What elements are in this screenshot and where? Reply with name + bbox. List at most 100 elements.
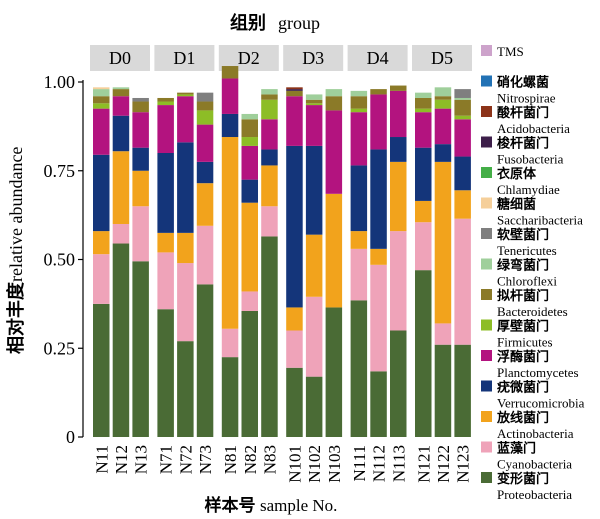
legend-label-cn-Fusobacteria: 梭杆菌门 — [497, 136, 549, 152]
legend-label-cn-Acidobacteria: 酸杆菌门 — [497, 105, 549, 121]
y-tick-label-0.75: 0.75 — [44, 161, 76, 181]
bar-segment-N81-1 — [221, 328, 239, 358]
bar-segment-N123-3 — [454, 156, 471, 191]
legend-label-en-TMS: TMS — [497, 44, 524, 59]
bar-segment-N71-3 — [157, 153, 174, 233]
bar-segment-N111-4 — [350, 112, 368, 166]
x-tick-label-N83: N83 — [260, 445, 279, 474]
x-tick-label-N123: N123 — [454, 445, 473, 483]
bar-segment-N113-4 — [390, 90, 407, 138]
bar-segment-N12-1 — [112, 224, 130, 244]
bar-segment-N102-0 — [305, 376, 323, 437]
facet-strip-D0 — [90, 45, 150, 71]
bar-segment-N123-4 — [454, 119, 471, 157]
bar-segment-N72-4 — [177, 96, 194, 143]
bar-segment-N113-6 — [390, 85, 407, 91]
bar-segment-N112-0 — [370, 371, 387, 437]
bar-segment-N81-3 — [221, 113, 239, 138]
bar-segment-N82-5 — [241, 137, 258, 146]
bar-segment-N121-3 — [415, 147, 432, 201]
legend-label-cn-Chlamydiae: 衣原体 — [497, 166, 537, 182]
legend-label-en-Actinobacteria: Actinobacteria — [497, 426, 574, 441]
bar-segment-N71-1 — [157, 252, 174, 310]
facet-label-D3: D3 — [302, 48, 324, 68]
bar-segment-N11-4 — [93, 108, 110, 155]
bar-segment-N102-7 — [305, 94, 323, 100]
bar-segment-N71-0 — [157, 309, 174, 437]
bar-segment-N123-1 — [454, 218, 471, 345]
bar-segment-N121-7 — [415, 92, 432, 98]
bar-segment-N73-5 — [196, 110, 214, 125]
bar-segment-N81-0 — [221, 357, 239, 438]
bar-segment-N11-3 — [93, 154, 110, 232]
x-tick-label-N102: N102 — [305, 445, 324, 483]
legend-label-en-Verrucomicrobia: Verrucomicrobia — [497, 396, 585, 411]
bar-segment-N101-11 — [286, 89, 303, 91]
legend-swatch-Cyanobacteria — [481, 441, 492, 453]
legend-label-cn-Saccharibacteria: 糖细菌 — [497, 197, 536, 213]
x-tick-label-N71: N71 — [157, 445, 176, 474]
x-tick-label-N111: N111 — [350, 445, 369, 482]
bar-segment-N103-0 — [325, 307, 343, 437]
facet-strip-D5 — [412, 45, 472, 71]
bar-segment-N11-1 — [93, 254, 110, 304]
bar-segment-N111-2 — [350, 231, 368, 249]
bar-segment-N13-8 — [132, 97, 149, 102]
bar-segment-N121-5 — [415, 108, 432, 113]
bar-segment-N123-2 — [454, 190, 471, 219]
bar-segment-N113-3 — [390, 137, 407, 162]
y-tick-label-0: 0 — [66, 427, 75, 447]
bar-segment-N101-3 — [286, 145, 303, 308]
bar-segment-N83-0 — [261, 236, 278, 437]
legend-swatch-TMS — [481, 45, 492, 56]
bar-segment-N102-1 — [305, 296, 323, 377]
bar-segment-N11-0 — [93, 303, 110, 438]
bar-segment-N72-6 — [177, 92, 194, 95]
bar-segment-N71-6 — [157, 97, 174, 102]
bar-segment-N11-6 — [93, 96, 110, 104]
legend-label-cn-Bacteroidetes: 拟杆菌门 — [497, 288, 549, 304]
bar-segment-N111-7 — [350, 90, 368, 97]
bar-segment-N122-7 — [434, 87, 452, 97]
bar-segment-N112-2 — [370, 248, 387, 265]
facet-label-D2: D2 — [238, 48, 260, 68]
legend-label-cn-Cyanobacteria: 蓝藻门 — [497, 441, 536, 457]
bar-segment-N122-4 — [434, 108, 452, 145]
bar-segment-N73-3 — [196, 161, 214, 184]
bar-segment-N72-0 — [177, 341, 194, 437]
legend-label-cn-Chloroflexi: 绿弯菌门 — [497, 258, 549, 274]
legend-label-en-Fusobacteria: Fusobacteria — [497, 152, 564, 167]
legend-swatch-Bacteroidetes — [481, 289, 492, 300]
bar-segment-N82-3 — [241, 179, 258, 203]
bar-segment-N83-6 — [261, 94, 278, 100]
legend-label-en-Proteobacteria: Proteobacteria — [497, 487, 572, 502]
legend-label-cn-Verrucomicrobia: 疣微菌门 — [497, 380, 549, 396]
bar-segment-N82-1 — [241, 291, 258, 311]
bar-segment-N101-0 — [286, 367, 303, 437]
bar-segment-N121-4 — [415, 112, 432, 148]
bar-segment-N11-7 — [93, 89, 110, 97]
bar-segment-N111-1 — [350, 248, 368, 301]
bar-segment-N13-4 — [132, 112, 149, 148]
x-tick-label-N103: N103 — [325, 445, 344, 483]
bar-segment-N102-4 — [305, 105, 323, 146]
x-tick-label-N72: N72 — [176, 445, 195, 474]
bar-segment-N81-6 — [221, 66, 239, 79]
bar-segment-N12-4 — [112, 96, 130, 116]
x-tick-label-N101: N101 — [285, 445, 304, 483]
bar-segment-N83-7 — [261, 89, 278, 95]
chart-title-cn: 组别 — [230, 12, 266, 34]
bar-segment-N102-5 — [305, 103, 323, 106]
x-tick-label-N112: N112 — [370, 445, 389, 482]
facet-label-D4: D4 — [367, 48, 389, 68]
bar-segment-N111-3 — [350, 165, 368, 232]
bar-segment-N13-1 — [132, 206, 149, 262]
chart-title-en: group — [278, 13, 320, 33]
legend-swatch-Nitrospirae — [481, 75, 492, 87]
legend-label-cn-Nitrospirae: 硝化螺菌 — [497, 75, 549, 91]
bar-segment-N113-0 — [390, 330, 407, 437]
legend-swatch-Chlamydiae — [481, 167, 492, 178]
bar-segment-N111-0 — [350, 300, 368, 437]
bar-segment-N81-2 — [221, 137, 239, 329]
